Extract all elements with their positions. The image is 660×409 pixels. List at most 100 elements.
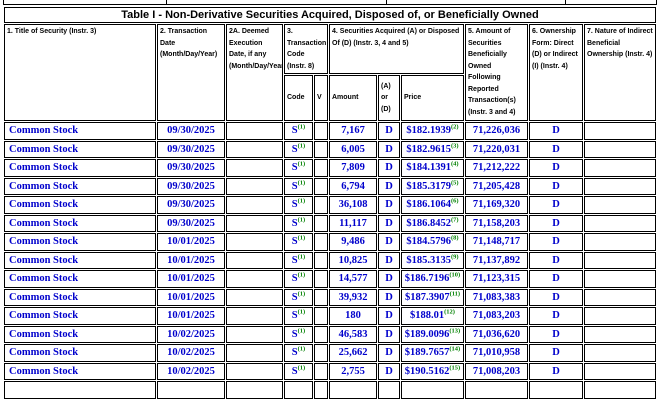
transaction-code: S — [291, 162, 298, 174]
divider — [565, 0, 566, 4]
transaction-code: S — [291, 236, 298, 248]
cell-security-title: Common Stock — [4, 214, 156, 232]
cell-a-or-d: D — [378, 177, 400, 195]
cell-v — [314, 196, 328, 214]
cell-deemed-execution-date — [226, 214, 283, 232]
cell-v — [314, 251, 328, 269]
cell-price: $188.01(12) — [401, 307, 464, 325]
cell-deemed-execution-date — [226, 307, 283, 325]
cell-security-title: Common Stock — [4, 159, 156, 177]
col-header-nature-indirect-ownership: 7. Nature of Indirect Beneficial Ownersh… — [584, 24, 657, 121]
col-header-amount-owned-following: 5. Amount of Securities Beneficially Own… — [465, 24, 528, 121]
cell-owned-following: 71,158,203 — [465, 214, 528, 232]
cell-security-title: Common Stock — [4, 325, 156, 343]
footnote-ref: (1) — [297, 234, 306, 242]
table-row: Common Stock 10/02/2025 S(1) 2,755 D $19… — [4, 362, 657, 380]
table-row: Common Stock 10/01/2025 S(1) 10,825 D $1… — [4, 251, 657, 269]
cell-deemed-execution-date — [226, 159, 283, 177]
col-header-v: V — [314, 75, 328, 121]
cell-transaction-date: 10/02/2025 — [157, 362, 225, 380]
cell-v — [314, 140, 328, 158]
cell-owned-following: 71,226,036 — [465, 122, 528, 140]
price-value: $182.9615 — [406, 143, 452, 155]
cell-security-title: Common Stock — [4, 177, 156, 195]
col-header-securities-acquired-disposed: 4. Securities Acquired (A) or Disposed O… — [329, 24, 464, 74]
table-title: Table I - Non-Derivative Securities Acqu… — [4, 7, 657, 23]
cell-v — [314, 325, 328, 343]
cell-amount: 180 — [329, 307, 377, 325]
transaction-code: S — [291, 365, 298, 377]
cell-nature-indirect — [584, 196, 657, 214]
cell-owned-following: 71,083,203 — [465, 307, 528, 325]
cell-transaction-date: 10/01/2025 — [157, 270, 225, 288]
cell-a-or-d: D — [378, 307, 400, 325]
table-row: Common Stock 10/01/2025 S(1) 14,577 D $1… — [4, 270, 657, 288]
cell-v — [314, 362, 328, 380]
cell-a-or-d: D — [378, 344, 400, 362]
transaction-code: S — [291, 291, 298, 303]
cell-ownership-form: D — [529, 177, 583, 195]
footnote-ref: (1) — [297, 364, 306, 372]
footnote-ref: (1) — [297, 197, 306, 205]
cell-amount: 39,932 — [329, 288, 377, 306]
col-header-title-of-security: 1. Title of Security (Instr. 3) — [4, 24, 156, 121]
cell-a-or-d: D — [378, 233, 400, 251]
cell-transaction-code: S(1) — [284, 177, 313, 195]
table-row: Common Stock 10/02/2025 S(1) 46,583 D $1… — [4, 325, 657, 343]
cell-security-title: Common Stock — [4, 344, 156, 362]
table-row: Common Stock 09/30/2025 S(1) 6,005 D $18… — [4, 140, 657, 158]
divider — [386, 0, 387, 4]
cell-ownership-form: D — [529, 251, 583, 269]
cell-price: $186.7196(10) — [401, 270, 464, 288]
cell-a-or-d: D — [378, 196, 400, 214]
cell-nature-indirect — [584, 288, 657, 306]
footnote-ref: (1) — [297, 290, 306, 298]
cell-amount: 14,577 — [329, 270, 377, 288]
cell-amount: 7,809 — [329, 159, 377, 177]
cell-price: $182.1939(2) — [401, 122, 464, 140]
price-value: $184.1391 — [406, 162, 452, 174]
cell-transaction-code: S(1) — [284, 196, 313, 214]
cell-transaction-code: S(1) — [284, 251, 313, 269]
cell-price: $190.5162(15) — [401, 362, 464, 380]
cell-amount: 6,794 — [329, 177, 377, 195]
cell-v — [314, 307, 328, 325]
cell-price: $182.9615(3) — [401, 140, 464, 158]
footnote-ref: (4) — [451, 160, 459, 168]
cell-security-title: Common Stock — [4, 251, 156, 269]
cell-price: $185.3135(9) — [401, 251, 464, 269]
cell-ownership-form: D — [529, 362, 583, 380]
cell-ownership-form: D — [529, 288, 583, 306]
cell-price: $189.0096(13) — [401, 325, 464, 343]
col-header-a-or-d: (A) or (D) — [378, 75, 400, 121]
cell-ownership-form: D — [529, 270, 583, 288]
cell-price: $186.8452(7) — [401, 214, 464, 232]
cell-ownership-form: D — [529, 214, 583, 232]
cell-ownership-form: D — [529, 233, 583, 251]
cell-transaction-date: 10/01/2025 — [157, 251, 225, 269]
cell-security-title: Common Stock — [4, 307, 156, 325]
cell-deemed-execution-date — [226, 270, 283, 288]
table-row: Common Stock 09/30/2025 S(1) 11,117 D $1… — [4, 214, 657, 232]
cell-v — [314, 344, 328, 362]
cell-nature-indirect — [584, 233, 657, 251]
price-value: $184.5796 — [406, 236, 452, 248]
cell-v — [314, 288, 328, 306]
cell-amount: 9,486 — [329, 233, 377, 251]
cell-price: $185.3179(5) — [401, 177, 464, 195]
cell-v — [314, 214, 328, 232]
cell-owned-following: 71,205,428 — [465, 177, 528, 195]
cell-owned-following: 71,083,383 — [465, 288, 528, 306]
cell-deemed-execution-date — [226, 122, 283, 140]
cell-owned-following: 71,148,717 — [465, 233, 528, 251]
cell-ownership-form: D — [529, 325, 583, 343]
footnote-ref: (6) — [451, 197, 459, 205]
footnote-ref: (3) — [451, 142, 459, 150]
price-value: $185.3179 — [406, 180, 452, 192]
cell-deemed-execution-date — [226, 251, 283, 269]
cell-nature-indirect — [584, 344, 657, 362]
cell-ownership-form: D — [529, 159, 583, 177]
cell-ownership-form: D — [529, 122, 583, 140]
cell-price: $184.1391(4) — [401, 159, 464, 177]
table-i-non-derivative: Table I - Non-Derivative Securities Acqu… — [3, 6, 657, 400]
